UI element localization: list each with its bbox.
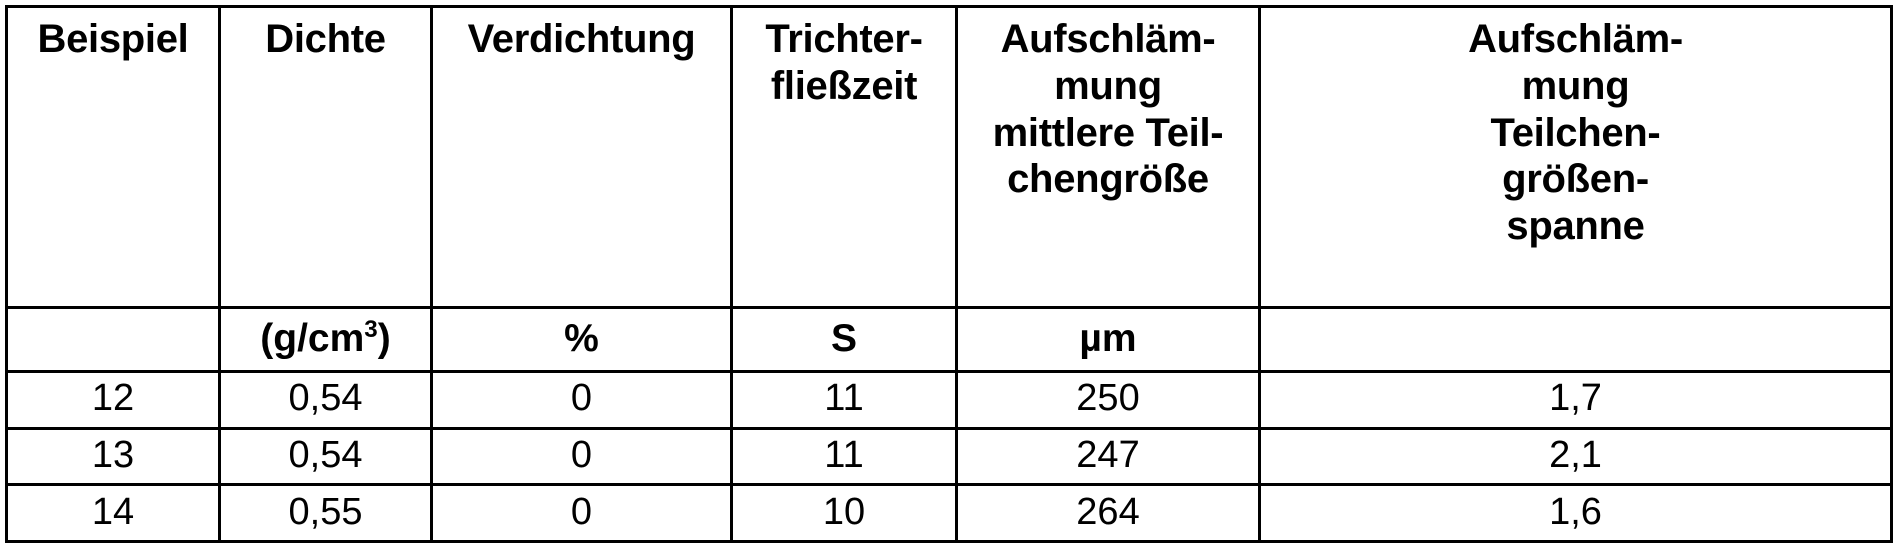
cell-dichte: 0,54 — [220, 372, 432, 429]
cell-value: 11 — [824, 434, 863, 476]
cell-beispiel: 13 — [7, 428, 220, 485]
patent-data-table: Beispiel Dichte Verdichtung Trichter- fl… — [5, 5, 1890, 543]
cell-mittlere-teilchengroesse: 247 — [957, 428, 1260, 485]
cell-teilchengroessenspanne: 1,7 — [1260, 372, 1892, 429]
cell-value: 264 — [1076, 491, 1139, 533]
cell-verdichtung: 0 — [432, 485, 732, 542]
column-header-verdichtung: Verdichtung — [432, 7, 732, 308]
column-header-mittlere-teilchengroesse: Aufschläm- mung mittlere Teil- chengröße — [957, 7, 1260, 308]
cell-beispiel: 14 — [7, 485, 220, 542]
column-header-dichte-label: Dichte — [225, 16, 426, 63]
cell-dichte: 0,54 — [220, 428, 432, 485]
column-header-beispiel-label: Beispiel — [12, 16, 214, 63]
table-header-row: Beispiel Dichte Verdichtung Trichter- fl… — [7, 7, 1892, 308]
cell-value: 1,6 — [1549, 491, 1602, 533]
table-row: 13 0,54 0 11 247 2,1 — [7, 428, 1892, 485]
unit-cell-dichte: (g/cm3) — [220, 308, 432, 372]
unit-dichte-exponent: 3 — [364, 316, 377, 343]
cell-value: 10 — [823, 491, 865, 533]
unit-verdichtung-label: % — [564, 317, 599, 360]
unit-cell-verdichtung: % — [432, 308, 732, 372]
cell-value: 2,1 — [1549, 434, 1602, 476]
column-header-trichterfliesszeit: Trichter- fließzeit — [732, 7, 957, 308]
cell-value: 0 — [571, 377, 592, 419]
table-row: 12 0,54 0 11 250 1,7 — [7, 372, 1892, 429]
unit-dichte-label: (g/cm3) — [260, 319, 390, 358]
cell-teilchengroessenspanne: 1,6 — [1260, 485, 1892, 542]
cell-trichterfliesszeit: 10 — [732, 485, 957, 542]
cell-value: 12 — [92, 377, 134, 419]
column-header-verdichtung-label: Verdichtung — [437, 16, 726, 63]
cell-value: 247 — [1076, 434, 1139, 476]
cell-beispiel: 12 — [7, 372, 220, 429]
cell-teilchengroessenspanne: 2,1 — [1260, 428, 1892, 485]
table-units-row: (g/cm3) % S µm — [7, 308, 1892, 372]
cell-value: 0 — [571, 491, 592, 533]
cell-mittlere-teilchengroesse: 264 — [957, 485, 1260, 542]
column-header-mittlere-teilchengroesse-label: Aufschläm- mung mittlere Teil- chengröße — [962, 16, 1254, 203]
cell-value: 0 — [571, 434, 592, 476]
cell-value: 250 — [1076, 377, 1139, 419]
cell-value: 0,54 — [289, 377, 363, 419]
unit-mittlere-teilchengroesse-label: µm — [1079, 317, 1136, 360]
column-header-trichterfliesszeit-label: Trichter- fließzeit — [737, 16, 951, 110]
unit-trichterfliesszeit-label: S — [831, 317, 857, 360]
cell-mittlere-teilchengroesse: 250 — [957, 372, 1260, 429]
column-header-teilchengroessenspanne-label: Aufschläm- mung Teilchen- größen- spanne — [1265, 16, 1886, 250]
column-header-teilchengroessenspanne: Aufschläm- mung Teilchen- größen- spanne — [1260, 7, 1892, 308]
cell-dichte: 0,55 — [220, 485, 432, 542]
unit-dichte-close: ) — [378, 317, 391, 360]
unit-cell-mittlere-teilchengroesse: µm — [957, 308, 1260, 372]
table-row: 14 0,55 0 10 264 1,6 — [7, 485, 1892, 542]
results-table: Beispiel Dichte Verdichtung Trichter- fl… — [5, 5, 1893, 543]
unit-dichte-base: (g/cm — [260, 317, 364, 360]
cell-value: 0,54 — [289, 434, 363, 476]
column-header-beispiel: Beispiel — [7, 7, 220, 308]
cell-verdichtung: 0 — [432, 372, 732, 429]
cell-verdichtung: 0 — [432, 428, 732, 485]
column-header-dichte: Dichte — [220, 7, 432, 308]
cell-trichterfliesszeit: 11 — [732, 372, 957, 429]
cell-value: 14 — [92, 491, 134, 533]
unit-cell-teilchengroessenspanne — [1260, 308, 1892, 372]
page-canvas: Beispiel Dichte Verdichtung Trichter- fl… — [0, 0, 1899, 549]
cell-value: 0,55 — [289, 491, 363, 533]
cell-value: 11 — [824, 377, 863, 419]
cell-value: 13 — [92, 434, 134, 476]
unit-cell-beispiel — [7, 308, 220, 372]
unit-cell-trichterfliesszeit: S — [732, 308, 957, 372]
cell-trichterfliesszeit: 11 — [732, 428, 957, 485]
cell-value: 1,7 — [1549, 377, 1602, 419]
